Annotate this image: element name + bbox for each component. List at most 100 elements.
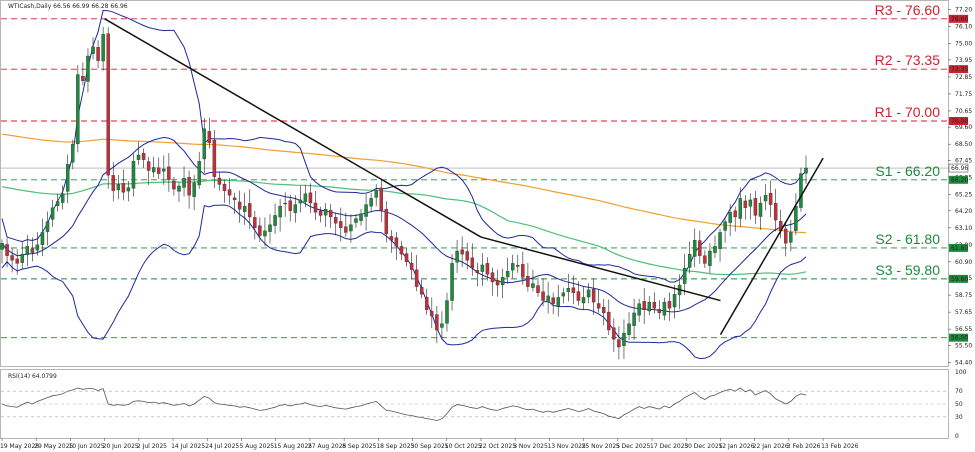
candle-139 (703, 250, 707, 268)
candle-63 (318, 206, 323, 223)
candle-55 (278, 198, 282, 232)
candle-body-135 (682, 267, 687, 284)
candle-38 (192, 174, 196, 211)
x-tick-label-6: 24 Jul 2025 (205, 443, 239, 450)
candle-127 (642, 287, 646, 325)
candle-42 (212, 130, 217, 188)
candle-145 (733, 206, 737, 232)
candle-95 (480, 253, 485, 286)
candle-body-55 (278, 205, 282, 218)
y-tick-label-3: 73.95 (955, 57, 972, 64)
main-panel-frame (0, 0, 949, 367)
candle-76 (384, 201, 389, 243)
candle-158 (799, 167, 803, 212)
candle-102 (516, 254, 520, 273)
candle-body-1 (5, 244, 9, 256)
candle-34 (172, 177, 176, 196)
candle-body-85 (430, 311, 434, 317)
candle-body-49 (248, 203, 252, 218)
x-tick-label-0: 19 May 2025 (0, 443, 39, 450)
candle-141 (713, 235, 717, 258)
candle-105 (531, 269, 535, 292)
candle-body-132 (667, 301, 672, 309)
candle-130 (657, 300, 662, 320)
candle-body-127 (642, 301, 646, 310)
candle-98 (495, 269, 500, 297)
candle-body-2 (10, 255, 14, 261)
candle-body-148 (748, 199, 753, 207)
candle-18 (91, 37, 95, 60)
candle-body-159 (804, 167, 808, 174)
candle-30 (151, 156, 156, 178)
candle-58 (293, 195, 298, 223)
level-tag-6: 56.00 (949, 333, 968, 342)
candle-body-89 (450, 263, 454, 301)
candle-body-100 (505, 270, 510, 278)
bollinger-lower (1, 204, 807, 360)
candle-body-158 (799, 173, 803, 208)
x-tick-label-14: 22 Oct 2025 (479, 443, 516, 450)
candle-body-96 (485, 263, 490, 275)
level-tag-text-0: 76.60 (951, 16, 968, 23)
candle-108 (546, 281, 550, 314)
price-tag-bg (948, 163, 969, 173)
candle-body-111 (561, 292, 566, 297)
bollinger-middle (1, 136, 807, 313)
candle-22 (111, 162, 115, 202)
candle-body-15 (76, 74, 80, 145)
candle-body-42 (212, 139, 217, 177)
candle-59 (298, 185, 303, 213)
x-tick-label-9: 27 Aug 2025 (308, 443, 347, 450)
x-tick-label-8: 15 Aug 2025 (274, 443, 313, 450)
candle-33 (167, 153, 171, 192)
candle-body-151 (763, 195, 768, 202)
candle-body-155 (784, 228, 788, 244)
candle-body-102 (516, 264, 520, 267)
candle-85 (430, 297, 434, 329)
candle-90 (455, 239, 459, 273)
candle-19 (96, 40, 100, 69)
y-tick-label-1: 76.10 (955, 24, 972, 31)
candle-125 (632, 298, 636, 341)
rsi-tick-label-3: 30 (955, 414, 963, 421)
candle-153 (773, 188, 778, 232)
candle-body-67 (339, 221, 343, 228)
candle-17 (86, 48, 90, 93)
candle-body-68 (344, 226, 348, 233)
candle-121 (612, 318, 616, 353)
ma100-line (1, 179, 807, 276)
candle-142 (718, 228, 722, 262)
candle-body-11 (55, 201, 60, 206)
candle-88 (445, 292, 449, 332)
level-label-0: R3 - 76.60 (875, 2, 941, 18)
candle-27 (136, 141, 141, 165)
candle-140 (708, 243, 712, 274)
candle-25 (126, 180, 131, 202)
candle-body-122 (617, 339, 621, 348)
candle-body-62 (313, 202, 318, 213)
candle-body-76 (384, 209, 389, 235)
candle-60 (303, 185, 308, 208)
candle-150 (758, 196, 763, 230)
candle-54 (273, 203, 277, 235)
candle-68 (344, 212, 348, 237)
candle-body-150 (758, 202, 763, 217)
candle-92 (465, 242, 469, 270)
level-tag-4: 61.80 (949, 243, 968, 252)
candle-146 (738, 187, 742, 228)
candle-112 (566, 273, 571, 302)
candle-100 (505, 257, 510, 284)
level-label-4: S2 - 61.80 (875, 231, 940, 247)
candle-149 (753, 190, 758, 225)
candle-body-61 (308, 192, 313, 204)
level-label-1: R2 - 73.35 (875, 52, 941, 68)
candle-body-21 (106, 33, 110, 176)
x-tick-label-10: 8 Sep 2025 (342, 443, 376, 450)
candle-body-78 (394, 237, 399, 247)
x-tick-label-1: 29 May 2025 (34, 443, 73, 450)
candle-body-129 (652, 302, 657, 309)
candle-body-131 (662, 301, 667, 316)
candle-body-29 (146, 161, 151, 171)
candle-body-109 (551, 297, 555, 304)
